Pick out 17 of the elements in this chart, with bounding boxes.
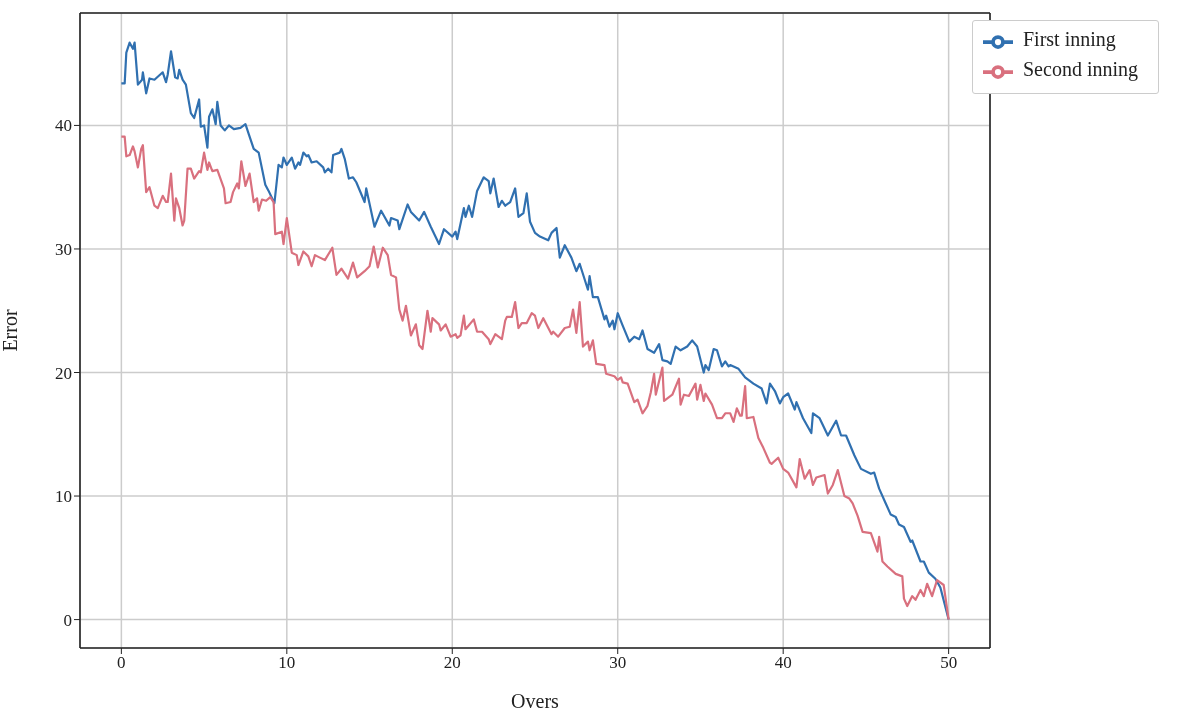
y-tick-label: 20: [55, 363, 72, 383]
y-axis-title: Error: [0, 309, 22, 352]
x-tick-label: 20: [443, 653, 461, 673]
legend-label: Second inning: [1023, 57, 1138, 80]
x-tick-label: 30: [609, 653, 627, 673]
y-tick-label: 10: [55, 487, 72, 507]
x-axis-title: Overs: [511, 690, 560, 712]
x-tick-label: 10: [278, 653, 296, 673]
y-tick-label: 0: [63, 610, 72, 630]
x-tick-label: 40: [774, 653, 792, 673]
line-series: [120, 41, 950, 621]
x-tick-label: 50: [940, 653, 958, 673]
y-tick-label: 30: [55, 240, 72, 259]
x-tick-label: 0: [117, 653, 126, 673]
y-tick-label: 40: [55, 116, 72, 136]
line-series: [120, 135, 950, 621]
legend-label: First inning: [1023, 27, 1116, 50]
